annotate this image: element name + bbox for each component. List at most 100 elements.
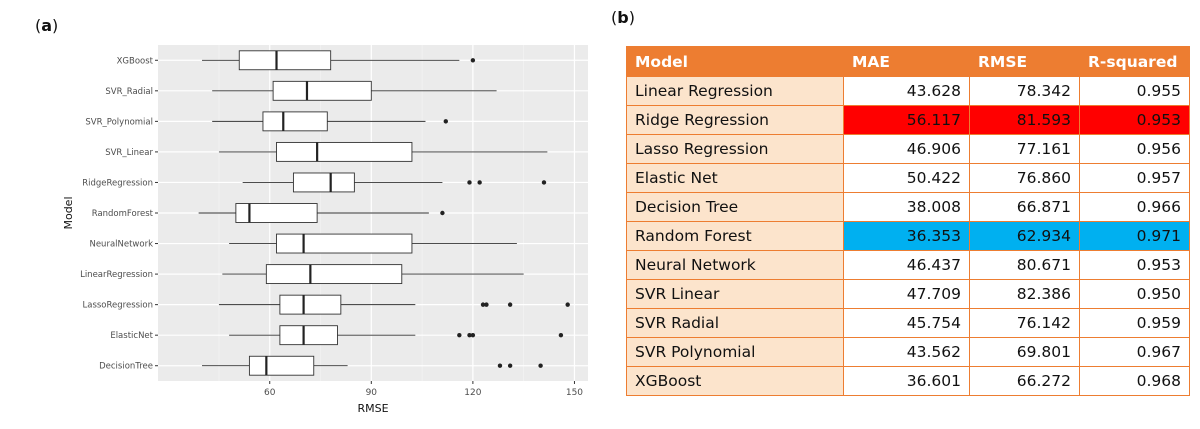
outlier-point xyxy=(467,180,472,185)
model-name-cell: Lasso Regression xyxy=(626,134,844,164)
y-tick-label: NeuralNetwork xyxy=(89,240,153,250)
rmse-cell: 66.871 xyxy=(969,192,1080,222)
model-name-cell: Decision Tree xyxy=(626,192,844,222)
table-body: Linear Regression 43.628 78.342 0.955 Ridge … xyxy=(626,76,1190,396)
table-row: SVR Linear 47.709 82.386 0.950 xyxy=(626,279,1190,309)
model-name-cell: Random Forest xyxy=(626,221,844,251)
outlier-point xyxy=(467,332,472,338)
x-tick-label: 150 xyxy=(566,388,583,398)
model-name-cell: Ridge Regression xyxy=(626,105,844,135)
mae-cell: 43.562 xyxy=(843,337,970,367)
axes: 60 90 120 150 XGBoost SVR_Radial SVR_Polynomia… xyxy=(80,56,583,398)
r-squared-cell: 0.957 xyxy=(1079,163,1190,193)
header-model: Model xyxy=(626,46,844,77)
rmse-cell: 69.801 xyxy=(969,337,1080,367)
table-header-row: Model MAE RMSE R-squared xyxy=(626,46,1190,77)
rmse-boxplot-chart: 60 90 120 150 XGBoost SVR_Radial SVR_Polynomia… xyxy=(62,45,588,415)
header-mae: MAE xyxy=(843,46,970,77)
mae-cell: 36.601 xyxy=(843,366,970,396)
box-iqr xyxy=(276,233,413,254)
mae-cell: 46.906 xyxy=(843,134,970,164)
outlier-point xyxy=(443,119,448,124)
rmse-cell: 81.593 xyxy=(969,105,1080,135)
rmse-cell: 66.272 xyxy=(969,366,1080,396)
r-squared-cell: 0.971 xyxy=(1079,221,1190,251)
mae-cell: 45.754 xyxy=(843,308,970,338)
outlier-point xyxy=(480,302,486,307)
x-tick-label: 60 xyxy=(264,388,276,398)
rmse-cell: 77.161 xyxy=(969,134,1080,164)
box-series xyxy=(198,50,570,376)
y-tick-label: DecisionTree xyxy=(99,362,153,372)
box-iqr xyxy=(235,203,318,223)
table-row: SVR Radial 45.754 76.142 0.959 xyxy=(626,308,1190,338)
box-iqr xyxy=(279,325,338,346)
r-squared-cell: 0.966 xyxy=(1079,192,1190,222)
mae-cell: 43.628 xyxy=(843,76,970,106)
box-iqr xyxy=(272,80,372,101)
table-row: SVR Polynomial 43.562 69.801 0.967 xyxy=(626,337,1190,367)
y-tick-label: SVR_Radial xyxy=(105,87,153,97)
y-axis-title: Model xyxy=(62,196,75,229)
box-iqr xyxy=(238,50,332,71)
r-squared-cell: 0.953 xyxy=(1079,250,1190,280)
y-tick-label: ElasticNet xyxy=(110,331,153,341)
rmse-cell: 62.934 xyxy=(969,221,1080,251)
rmse-cell: 80.671 xyxy=(969,250,1080,280)
table-row: Linear Regression 43.628 78.342 0.955 xyxy=(626,76,1190,106)
table-row: XGBoost 36.601 66.272 0.968 xyxy=(626,366,1190,396)
rmse-cell: 82.386 xyxy=(969,279,1080,309)
header-rmse: RMSE xyxy=(969,46,1080,77)
y-tick-label: SVR_Polynomial xyxy=(85,117,153,127)
table-row: Lasso Regression 46.906 77.161 0.956 xyxy=(626,134,1190,164)
panel-a-label: (a) xyxy=(35,16,59,35)
outlier-point xyxy=(457,332,462,338)
model-name-cell: Elastic Net xyxy=(626,163,844,193)
rmse-cell: 76.142 xyxy=(969,308,1080,338)
outlier-point xyxy=(477,180,482,185)
outlier-point xyxy=(470,58,476,63)
r-squared-cell: 0.953 xyxy=(1079,105,1190,135)
x-tick-label: 90 xyxy=(366,388,378,398)
box-iqr xyxy=(292,172,355,193)
x-tick-label: 120 xyxy=(464,388,481,398)
outlier-point xyxy=(507,302,513,307)
table-row: Decision Tree 38.008 66.871 0.966 xyxy=(626,192,1190,222)
outlier-point xyxy=(538,363,543,368)
mae-cell: 56.117 xyxy=(843,105,970,135)
rmse-cell: 76.860 xyxy=(969,163,1080,193)
box-iqr xyxy=(279,294,342,315)
y-tick-label: LassoRegression xyxy=(83,301,154,311)
mae-cell: 47.709 xyxy=(843,279,970,309)
model-name-cell: Linear Regression xyxy=(626,76,844,106)
header-r-squared: R-squared xyxy=(1079,46,1190,77)
table-row: Ridge Regression 56.117 81.593 0.953 xyxy=(626,105,1190,135)
mae-cell: 36.353 xyxy=(843,221,970,251)
model-metrics-table: Model MAE RMSE R-squared Linear Regressi… xyxy=(626,46,1190,396)
x-axis-title: RMSE xyxy=(357,402,388,415)
panel-b-label: (b) xyxy=(611,8,635,27)
outlier-point xyxy=(507,363,513,368)
table-row: Random Forest 36.353 62.934 0.971 xyxy=(626,221,1190,251)
mae-cell: 38.008 xyxy=(843,192,970,222)
model-name-cell: SVR Polynomial xyxy=(626,337,844,367)
outlier-point xyxy=(470,332,476,338)
table-row: Elastic Net 50.422 76.860 0.957 xyxy=(626,163,1190,193)
outlier-point xyxy=(440,210,445,216)
r-squared-cell: 0.967 xyxy=(1079,337,1190,367)
y-tick-label: RidgeRegression xyxy=(82,178,153,188)
y-tick-label: RandomForest xyxy=(92,209,154,219)
box-iqr xyxy=(248,355,315,376)
model-name-cell: SVR Linear xyxy=(626,279,844,309)
rmse-cell: 78.342 xyxy=(969,76,1080,106)
model-name-cell: SVR Radial xyxy=(626,308,844,338)
r-squared-cell: 0.956 xyxy=(1079,134,1190,164)
outlier-point xyxy=(565,302,570,307)
outlier-point xyxy=(497,363,503,368)
box-iqr xyxy=(262,111,328,132)
r-squared-cell: 0.950 xyxy=(1079,279,1190,309)
model-name-cell: XGBoost xyxy=(626,366,844,396)
table-row: Neural Network 46.437 80.671 0.953 xyxy=(626,250,1190,280)
outlier-point xyxy=(484,302,489,307)
r-squared-cell: 0.955 xyxy=(1079,76,1190,106)
